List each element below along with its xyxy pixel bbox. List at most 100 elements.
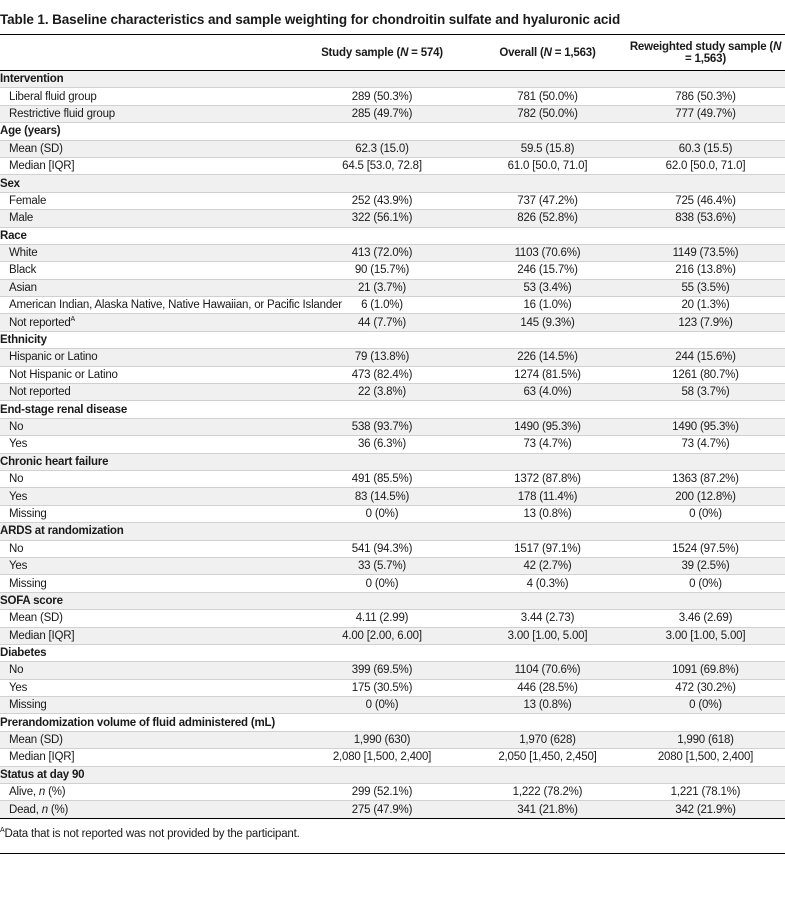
row-label: Restrictive fluid group [0,105,295,123]
value-reweighted: 200 (12.8%) [626,487,785,506]
value-reweighted: 2080 [1,500, 2,400] [657,751,754,764]
value-study-sample: 399 (69.5%) [295,661,469,680]
section-title: Intervention [0,70,785,88]
value-overall: 341 (21.8%) [469,800,626,819]
value-overall: 3.44 (2.73) [520,612,575,625]
row-label: Mean (SD) [9,612,63,625]
value-reweighted: 73 (4.7%) [681,438,730,451]
value-study-sample: 289 (50.3%) [351,90,413,103]
row-label: Median [IQR] [9,160,75,173]
value-study-sample: 83 (14.5%) [295,487,469,506]
table-row: Asian 21 (3.7%) 53 (3.4%) 55 (3.5%) [0,279,785,297]
row-label: Not Hispanic or Latino [9,368,118,381]
value-overall: 3.00 [1.00, 5.00] [469,627,626,645]
table-row: Not reported 22 (3.8%) 63 (4.0%) 58 (3.7%) [0,383,785,401]
section-title: SOFA score [0,592,785,610]
row-label: Missing [9,507,47,520]
value-reweighted: 3.46 (2.69) [678,612,733,625]
value-study-sample: 6 (1.0%) [361,299,403,312]
row-label: Dead, n (%) [0,800,295,819]
table-row: Mean (SD) 62.3 (15.0) 59.5 (15.8) 60.3 (15.… [0,140,785,158]
table-row: No 491 (85.5%) 1372 (87.8%) 1363 (87.2%) [0,470,785,488]
value-overall: 16 (1.0%) [523,299,572,312]
value-overall: 781 (50.0%) [517,90,578,103]
value-reweighted: 0 (0%) [626,696,785,714]
value-study-sample: 33 (5.7%) [295,557,469,575]
baseline-table: Study sample (N = 574) Overall (N = 1,56… [0,35,785,819]
row-label: Missing [9,577,47,590]
row-label: White [0,244,295,262]
header-reweighted: Reweighted study sample (N = 1,563) [626,35,785,71]
top-rule [0,34,785,35]
value-overall: 826 (52.8%) [469,209,626,228]
value-reweighted: 1091 (69.8%) [626,661,785,680]
value-overall: 2,050 [1,450, 2,450] [498,751,597,764]
row-label: No [0,418,295,436]
table-body: Intervention Liberal fluid group 289 (50.3… [0,70,785,819]
row-label: Not reported [0,383,295,401]
row-label: No [0,661,295,680]
value-reweighted: 1490 (95.3%) [626,418,785,436]
table-container: Table 1. Baseline characteristics and sa… [0,12,785,854]
value-overall: 145 (9.3%) [469,313,626,332]
section-header-row: Intervention [0,70,785,88]
value-reweighted: 1149 (73.5%) [626,244,785,262]
table-row: Dead, n (%) 275 (47.9%) 341 (21.8%) 342 (21… [0,800,785,819]
value-overall: 53 (3.4%) [469,279,626,297]
table-row: Mean (SD) 1,990 (630) 1,970 (628) 1,990 (61… [0,731,785,749]
value-overall: 178 (11.4%) [469,487,626,506]
section-title: Diabetes [0,647,47,660]
section-header-row: ARDS at randomization [0,522,785,541]
table-row: Yes 83 (14.5%) 178 (11.4%) 200 (12.8%) [0,487,785,506]
table-row: Yes 36 (6.3%) 73 (4.7%) 73 (4.7%) [0,436,785,454]
table-row: Yes 175 (30.5%) 446 (28.5%) 472 (30.2%) [0,679,785,697]
row-label: Asian [0,279,295,297]
value-reweighted: 472 (30.2%) [675,681,736,694]
value-reweighted: 58 (3.7%) [626,383,785,401]
value-overall: 246 (15.7%) [517,264,578,277]
section-header-row: Prerandomization volume of fluid adminis… [0,714,785,732]
bottom-rule [0,852,785,854]
row-label: Liberal fluid group [9,90,97,103]
value-study-sample: 491 (85.5%) [351,473,413,486]
section-header-row: End-stage renal disease [0,401,785,419]
section-header-row: Sex [0,174,785,193]
value-reweighted: 20 (1.3%) [681,299,730,312]
value-reweighted: 0 (0%) [689,507,722,520]
table-row: Missing 0 (0%) 4 (0.3%) 0 (0%) [0,575,785,593]
table-row: No 399 (69.5%) 1104 (70.6%) 1091 (69.8%) [0,661,785,680]
section-title: Sex [0,174,785,193]
value-study-sample: 0 (0%) [295,696,469,714]
value-study-sample: 22 (3.8%) [295,383,469,401]
value-overall: 59.5 (15.8) [469,140,626,158]
table-row: Restrictive fluid group 285 (49.7%) 782 (5… [0,105,785,123]
value-study-sample: 0 (0%) [365,507,399,520]
row-label: No [9,473,24,486]
table-row: Male 322 (56.1%) 826 (52.8%) 838 (53.6%) [0,209,785,228]
row-label: Mean (SD) [0,731,295,749]
table-row: Missing 0 (0%) 13 (0.8%) 0 (0%) [0,696,785,714]
table-title: Table 1. Baseline characteristics and sa… [0,12,621,27]
row-label: Missing [0,696,295,714]
section-title: Prerandomization volume of fluid adminis… [0,716,275,729]
value-study-sample: 0 (0%) [365,577,399,590]
row-label: American Indian, Alaska Native, Native H… [9,299,342,312]
value-reweighted: 725 (46.4%) [675,194,736,207]
value-reweighted: 342 (21.9%) [626,800,785,819]
table-row: Not reportedA 44 (7.7%) 145 (9.3%) 123 (7.9… [0,313,785,332]
value-overall: 1,222 (78.2%) [512,786,583,799]
value-study-sample: 285 (49.7%) [295,105,469,123]
section-header-row: Chronic heart failure [0,453,785,471]
footnote-marker: A [70,316,76,324]
table-row: Black 90 (15.7%) 246 (15.7%) 216 (13.8%) [0,262,785,280]
row-label: Median [IQR] [0,627,295,645]
value-overall: 13 (0.8%) [523,507,572,520]
table-row: Alive, n (%) 299 (52.1%) 1,222 (78.2%) 1,22… [0,784,785,801]
row-label: Mean (SD) [0,140,295,158]
value-study-sample: 541 (94.3%) [351,542,413,555]
value-reweighted: 216 (13.8%) [675,264,736,277]
value-overall: 737 (47.2%) [517,194,578,207]
table-row: Liberal fluid group 289 (50.3%) 781 (50.0%… [0,88,785,106]
value-reweighted: 123 (7.9%) [626,313,785,332]
value-reweighted: 1261 (80.7%) [672,368,739,381]
